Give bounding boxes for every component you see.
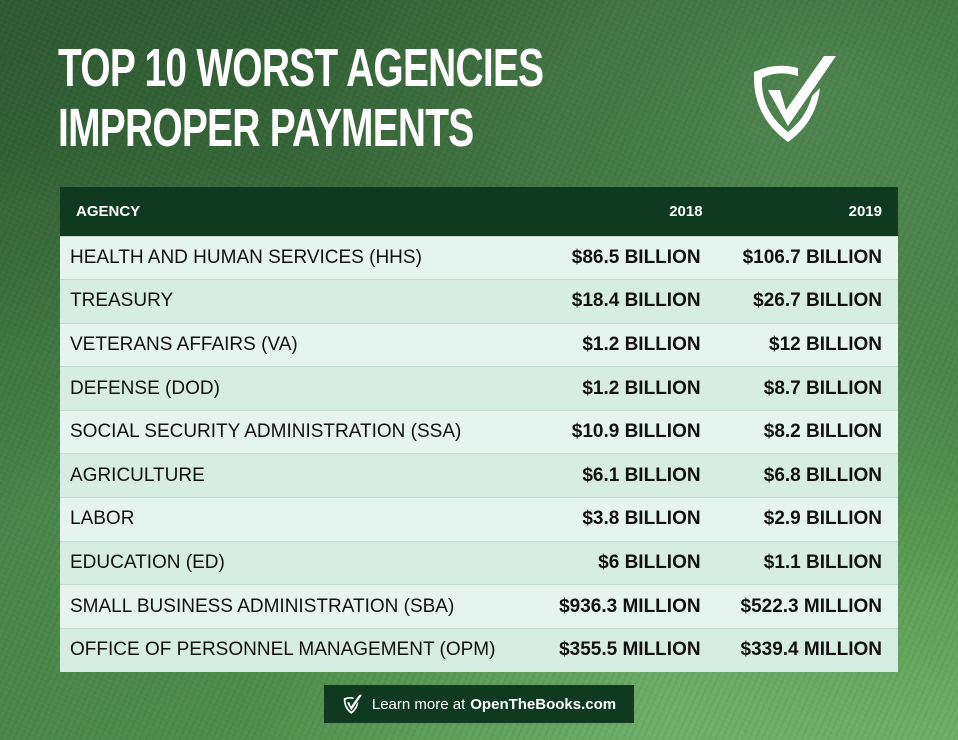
value-2019: $106.7 BILLION — [718, 235, 898, 280]
learn-more-text: Learn more at — [371, 695, 466, 713]
value-2019: $26.7 BILLION — [718, 279, 898, 324]
value-2018: $3.8 BILLION — [537, 497, 719, 542]
value-2019: $339.4 MILLION — [718, 627, 898, 672]
table-row: OFFICE OF PERSONNEL MANAGEMENT (OPM) $355… — [60, 627, 898, 672]
value-2018: $1.2 BILLION — [537, 322, 719, 367]
value-2018: $6 BILLION — [537, 540, 719, 585]
agency-cell: EDUCATION (ED) — [60, 540, 538, 585]
table-row: AGRICULTURE $6.1 BILLION $6.8 BILLION — [60, 453, 898, 498]
value-2019: $522.3 MILLION — [718, 584, 898, 629]
table-header-row: AGENCY 2018 2019 — [60, 187, 898, 236]
value-2018: $86.5 BILLION — [537, 235, 719, 280]
value-2018: $6.1 BILLION — [537, 453, 719, 498]
table-row: VETERANS AFFAIRS (VA) $1.2 BILLION $12 BIL… — [60, 322, 898, 367]
agency-cell: SMALL BUSINESS ADMINISTRATION (SBA) — [60, 584, 538, 629]
value-2018: $10.9 BILLION — [537, 409, 719, 454]
value-2019: $2.9 BILLION — [718, 497, 898, 542]
agency-cell: HEALTH AND HUMAN SERVICES (HHS) — [60, 235, 538, 280]
table-row: SMALL BUSINESS ADMINISTRATION (SBA) $936.… — [60, 584, 898, 629]
value-2018: $1.2 BILLION — [537, 366, 719, 411]
agency-cell: TREASURY — [60, 279, 538, 324]
agency-cell: AGRICULTURE — [60, 453, 538, 498]
agency-cell: LABOR — [60, 497, 538, 542]
learn-more-banner[interactable]: Learn more at OpenTheBooks.com — [324, 685, 634, 723]
value-2018: $936.3 MILLION — [537, 584, 719, 629]
payments-table: AGENCY 2018 2019 HEALTH AND HUMAN SERVIC… — [60, 187, 898, 672]
shield-check-icon — [343, 694, 362, 714]
value-2018: $18.4 BILLION — [537, 279, 719, 324]
page-title: TOP 10 WORST AGENCIES IMPROPER PAYMENTS — [58, 38, 544, 158]
table-row: LABOR $3.8 BILLION $2.9 BILLION — [60, 497, 898, 542]
agency-cell: OFFICE OF PERSONNEL MANAGEMENT (OPM) — [60, 627, 538, 672]
value-2019: $6.8 BILLION — [718, 453, 898, 498]
agency-cell: DEFENSE (DOD) — [60, 366, 538, 411]
site-link[interactable]: OpenTheBooks.com — [470, 695, 617, 713]
agency-cell: SOCIAL SECURITY ADMINISTRATION (SSA) — [60, 409, 538, 454]
value-2018: $355.5 MILLION — [537, 627, 719, 672]
header-2019: 2019 — [848, 202, 882, 220]
table-row: HEALTH AND HUMAN SERVICES (HHS) $86.5 BIL… — [60, 235, 898, 280]
agency-cell: VETERANS AFFAIRS (VA) — [60, 322, 538, 367]
header-agency: AGENCY — [76, 202, 141, 220]
table-row: SOCIAL SECURITY ADMINISTRATION (SSA) $10.… — [60, 409, 898, 454]
value-2019: $8.7 BILLION — [718, 366, 898, 411]
table-row: EDUCATION (ED) $6 BILLION $1.1 BILLION — [60, 540, 898, 585]
header-2018: 2018 — [669, 202, 703, 220]
value-2019: $8.2 BILLION — [718, 409, 898, 454]
title-line-1: TOP 10 WORST AGENCIES — [58, 38, 544, 98]
table-row: DEFENSE (DOD) $1.2 BILLION $8.7 BILLION — [60, 366, 898, 411]
value-2019: $12 BILLION — [718, 322, 898, 367]
title-line-2: IMPROPER PAYMENTS — [58, 98, 474, 158]
table-row: TREASURY $18.4 BILLION $26.7 BILLION — [60, 279, 898, 324]
value-2019: $1.1 BILLION — [718, 540, 898, 585]
shield-check-icon — [753, 56, 836, 142]
